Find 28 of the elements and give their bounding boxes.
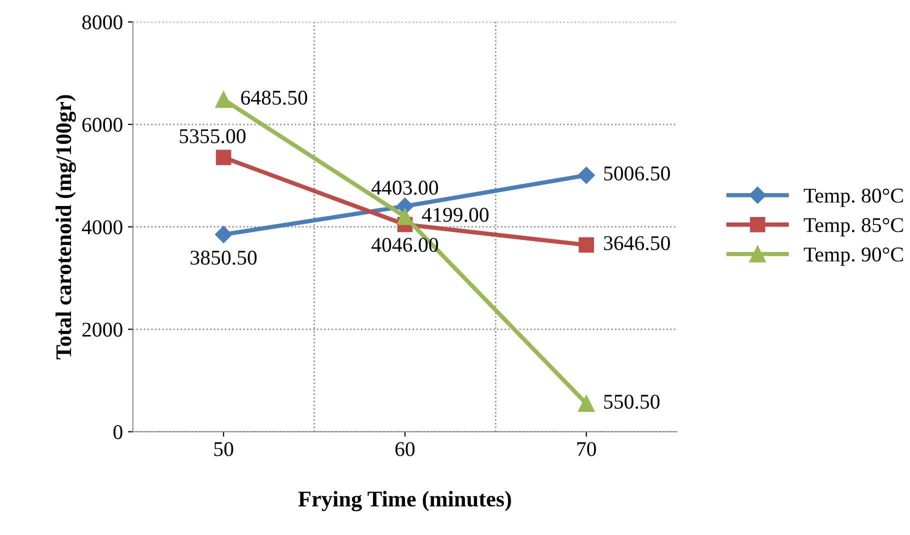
x-tick-label: 70 — [577, 442, 596, 456]
x-tick-label: 60 — [395, 442, 415, 456]
x-axis-title: Frying Time (minutes) — [298, 490, 511, 512]
legend-label: Temp. 90°C — [804, 247, 903, 266]
data-label: 5006.50 — [604, 166, 670, 181]
y-tick-label: 0 — [114, 425, 122, 440]
point — [215, 226, 232, 244]
y-tick-label: 8000 — [82, 15, 122, 30]
y-tick-label: 6000 — [82, 118, 122, 132]
point — [215, 91, 232, 108]
data-label: 6485.50 — [241, 90, 308, 105]
data-label: 4403.00 — [372, 180, 438, 195]
data-label: 5355.00 — [180, 129, 246, 144]
y-tick-label: 2000 — [82, 322, 122, 337]
legend-label: Temp. 80°C — [804, 188, 903, 207]
data-label: 4199.00 — [422, 208, 489, 222]
point — [578, 237, 594, 253]
y-axis-title: Total carotenoid (mg/100gr) — [56, 95, 76, 360]
point — [578, 166, 595, 184]
point — [396, 208, 414, 225]
point — [578, 395, 595, 412]
point — [216, 150, 232, 166]
data-label: 3646.50 — [604, 236, 670, 250]
x-tick-label: 50 — [214, 442, 234, 456]
data-label: 550.50 — [604, 394, 660, 409]
data-label: 3850.50 — [190, 250, 257, 265]
y-tick-label: 4000 — [82, 220, 122, 234]
legend-label: Temp. 85°C — [804, 218, 903, 236]
